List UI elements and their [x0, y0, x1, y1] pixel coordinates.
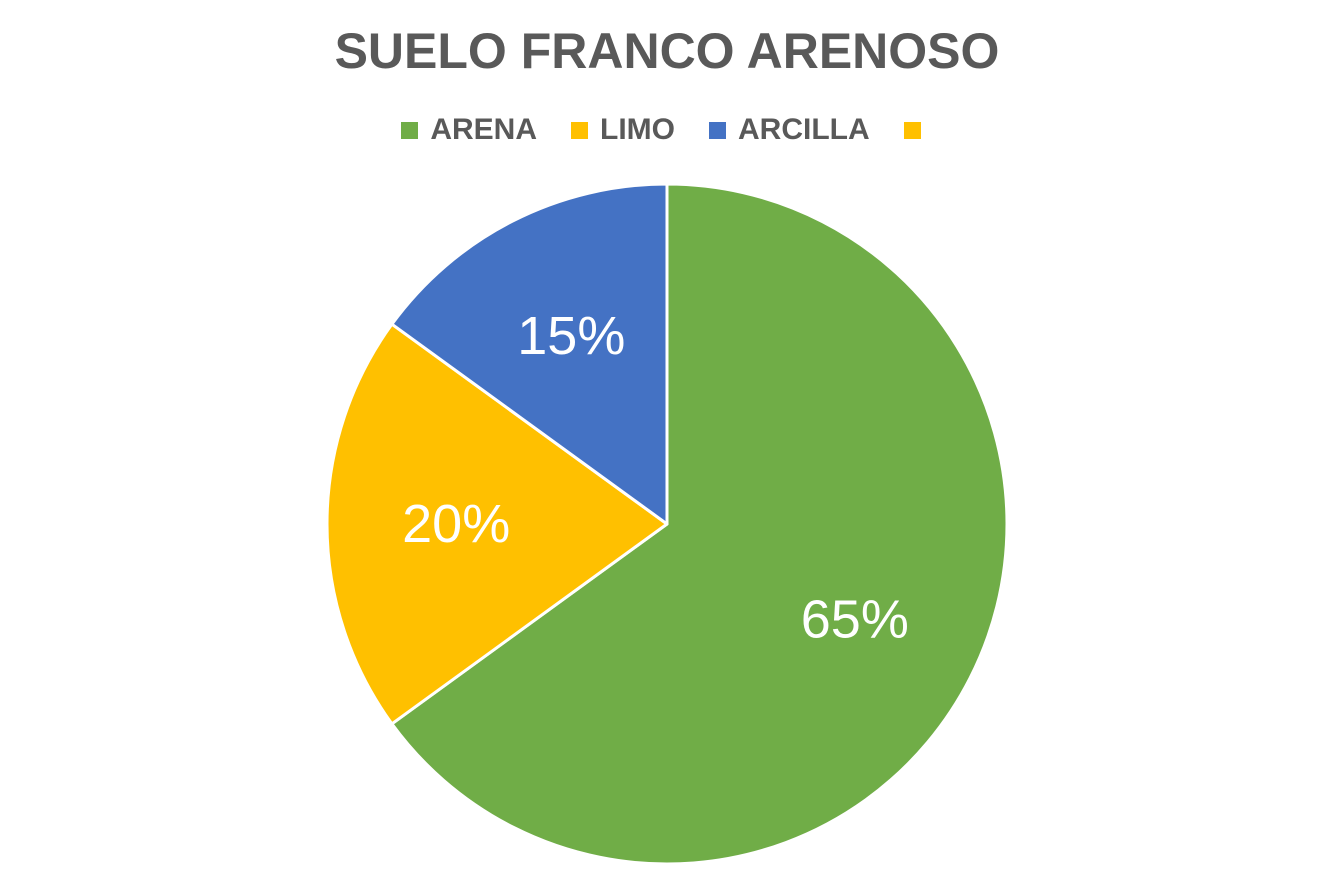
- pie-slices: [325, 182, 1009, 866]
- legend-swatch-limo: [571, 121, 588, 139]
- pie-slice-limo: [325, 322, 669, 726]
- legend-swatch-arena: [401, 121, 419, 139]
- legend-item-limo: LIMO: [571, 110, 675, 150]
- legend-item-unlabeled: [903, 110, 933, 150]
- pie-slice-arena: [390, 182, 1009, 866]
- data-label-limo: 20%: [402, 494, 510, 554]
- legend-label-arena: ARENA: [430, 113, 537, 146]
- legend-item-arena: ARENA: [401, 110, 537, 150]
- data-label-arena: 65%: [801, 590, 909, 650]
- legend-label-arcilla: ARCILLA: [738, 113, 870, 146]
- legend-item-arcilla: ARCILLA: [709, 110, 870, 150]
- pie-slice-arcilla: [390, 182, 669, 526]
- legend-swatch-arcilla: [709, 121, 726, 139]
- legend-swatch-unlabeled: [903, 121, 921, 139]
- chart-title: SUELO FRANCO ARENOSO: [334, 23, 1000, 79]
- data-label-arcilla: 15%: [517, 306, 625, 366]
- legend-label-limo: LIMO: [600, 113, 675, 146]
- chart-legend: ARENA LIMO ARCILLA: [0, 110, 1334, 150]
- pie-data-labels: 65% 20% 15%: [402, 306, 909, 650]
